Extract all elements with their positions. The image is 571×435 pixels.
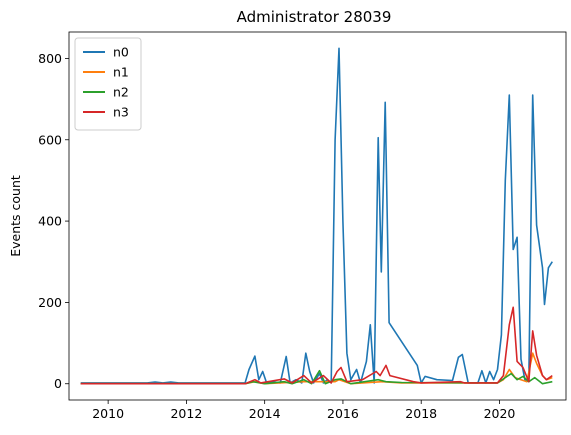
plot-frame (68, 31, 567, 401)
x-tick-label-2010: 2010 (92, 406, 124, 421)
y-tick-label-600: 600 (38, 132, 62, 147)
series-line-n2 (80, 369, 553, 385)
y-axis-label: Events count (8, 175, 23, 257)
legend-box (74, 37, 142, 131)
legend: n0 n1 n2 n3 (74, 37, 142, 131)
x-tick-label-2016: 2016 (327, 406, 359, 421)
legend-label-n0: n0 (113, 45, 129, 60)
legend-label-n2: n2 (113, 85, 129, 100)
y-tick-label-400: 400 (38, 214, 62, 229)
legend-label-n3: n3 (113, 105, 129, 120)
x-tick-label-2020: 2020 (484, 406, 516, 421)
legend-label-n1: n1 (113, 65, 129, 80)
x-axis: 2010 2012 2014 2016 2018 2020 (92, 400, 515, 421)
series-line-n3 (80, 306, 553, 385)
y-tick-label-800: 800 (38, 51, 62, 66)
x-tick-label-2014: 2014 (249, 406, 281, 421)
y-tick-label-0: 0 (54, 376, 62, 391)
x-tick-label-2018: 2018 (405, 406, 437, 421)
series-layer (80, 47, 553, 385)
y-axis: 0 200 400 600 800 (38, 51, 69, 391)
chart-title: Administrator 28039 (237, 8, 392, 26)
x-tick-label-2012: 2012 (170, 406, 202, 421)
y-tick-label-200: 200 (38, 295, 62, 310)
